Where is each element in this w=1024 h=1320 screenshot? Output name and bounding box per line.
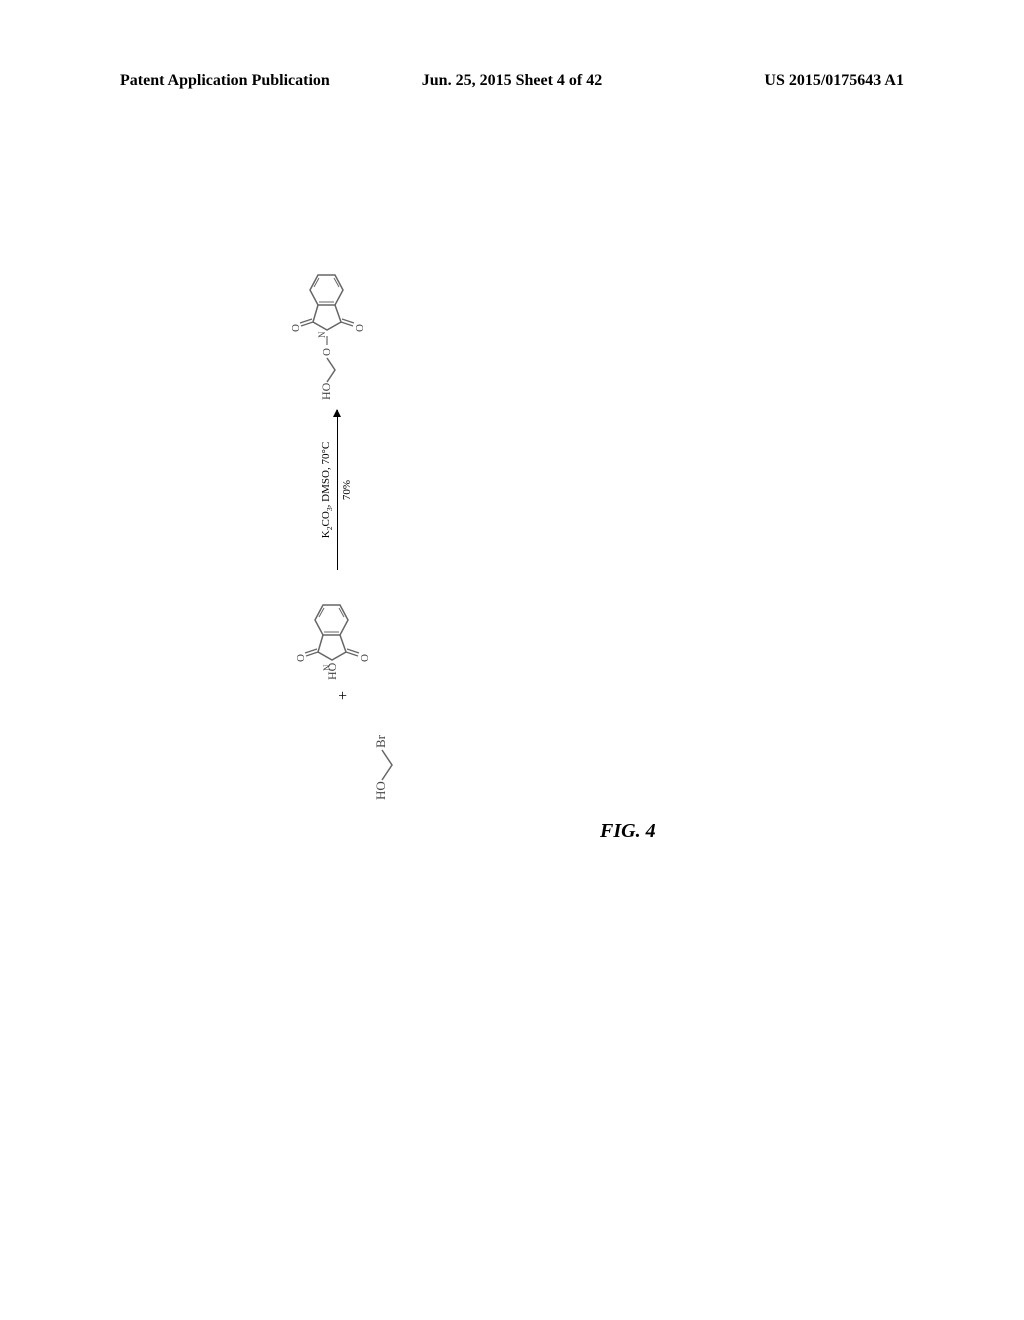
- bromide-label: Br: [373, 734, 388, 748]
- figure-label: FIG. 4: [600, 820, 656, 843]
- svg-text:O: O: [290, 324, 302, 332]
- bromoethanol-structure-icon: HO Br: [370, 710, 410, 800]
- product-structure: O O N O HO: [280, 250, 395, 400]
- plus-sign: +: [335, 691, 353, 700]
- reaction-conditions: K2CO3, DMSO, 70°C: [320, 410, 334, 570]
- svg-text:O: O: [295, 654, 307, 662]
- svg-text:O: O: [354, 324, 366, 332]
- svg-text:O: O: [359, 654, 371, 662]
- hydroxyphthalimide-structure-icon: O O HO N: [290, 580, 390, 680]
- chemical-reaction-scheme: HO Br + O O HO N K2CO3, DMSO, 70°C 70%: [250, 250, 500, 800]
- reaction-yield: 70%: [341, 410, 353, 570]
- header-date-sheet: Jun. 25, 2015 Sheet 4 of 42: [381, 72, 642, 90]
- reaction-arrow: K2CO3, DMSO, 70°C 70%: [320, 410, 353, 570]
- arrow-line-icon: [337, 410, 338, 570]
- svg-text:O: O: [321, 348, 333, 356]
- header-patent-number: US 2015/0175643 A1: [643, 72, 904, 90]
- product-structure-icon: O O N O HO: [280, 250, 390, 400]
- reagent-hydroxyphthalimide: O O HO N: [290, 580, 395, 680]
- svg-text:N: N: [322, 664, 332, 671]
- svg-text:HO: HO: [319, 382, 333, 400]
- hydroxyl-label: HO: [373, 781, 388, 800]
- header-publication-type: Patent Application Publication: [120, 72, 381, 90]
- reagent-bromoethanol: HO Br: [370, 710, 415, 800]
- svg-text:N: N: [317, 331, 327, 338]
- page-header: Patent Application Publication Jun. 25, …: [0, 72, 1024, 90]
